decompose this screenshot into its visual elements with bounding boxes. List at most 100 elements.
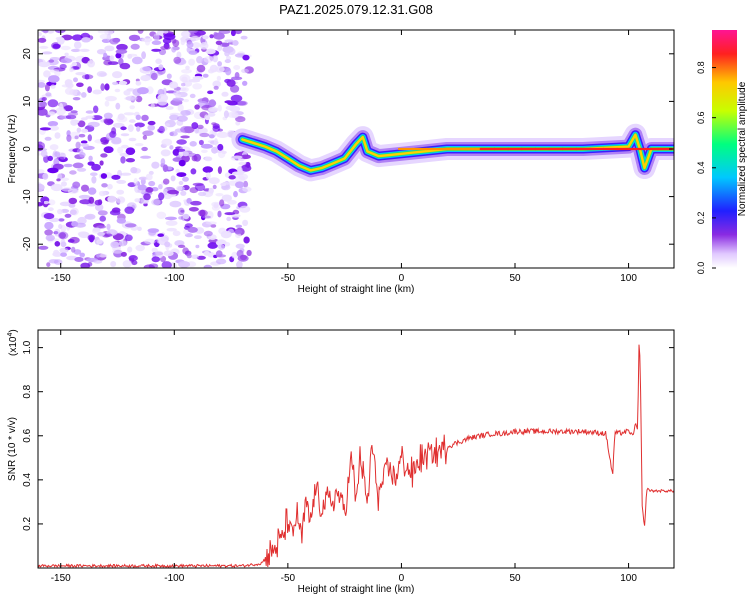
noise-speckle (217, 143, 224, 151)
snr-series-line (38, 344, 674, 568)
noise-speckle (210, 224, 217, 228)
noise-speckle (239, 205, 251, 213)
noise-speckle (85, 115, 95, 119)
noise-speckle (212, 80, 221, 88)
noise-speckle (233, 65, 241, 70)
noise-speckle (205, 172, 211, 180)
noise-speckle (167, 189, 180, 195)
noise-speckle (178, 159, 186, 167)
noise-speckle (118, 80, 128, 86)
noise-speckle (60, 252, 67, 257)
noise-speckle (200, 143, 213, 149)
noise-speckle (47, 99, 59, 108)
noise-speckle (242, 219, 249, 227)
noise-speckle (96, 253, 101, 258)
noise-speckle (230, 94, 243, 103)
noise-speckle (189, 93, 196, 99)
noise-speckle (99, 160, 104, 166)
noise-speckle (74, 257, 84, 262)
noise-speckle (176, 185, 183, 192)
noise-speckle (157, 233, 164, 237)
noise-speckle (203, 56, 214, 63)
noise-speckle (215, 258, 227, 265)
noise-speckle (189, 141, 197, 147)
noise-speckle (208, 187, 214, 194)
noise-speckle (110, 241, 119, 249)
noise-speckle (242, 54, 250, 61)
noise-speckle (113, 122, 125, 128)
noise-speckle (147, 120, 156, 126)
noise-speckle (181, 82, 186, 87)
noise-speckle (162, 164, 169, 172)
noise-speckle (211, 122, 217, 126)
noise-speckle (235, 243, 245, 249)
noise-speckle (96, 239, 103, 245)
noise-speckle (181, 76, 188, 83)
noise-speckle (169, 114, 179, 121)
noise-speckle (124, 223, 137, 228)
noise-speckle (154, 250, 164, 259)
noise-speckle (180, 39, 185, 46)
noise-speckle (88, 155, 93, 162)
noise-speckle (207, 112, 216, 117)
noise-speckle (173, 56, 182, 64)
noise-speckle (49, 69, 60, 73)
noise-speckle (137, 184, 147, 191)
noise-speckle (243, 236, 250, 244)
noise-speckle (226, 216, 232, 222)
noise-speckle (81, 92, 87, 98)
noise-speckle (198, 139, 204, 146)
noise-speckle (111, 207, 121, 213)
noise-speckle (120, 126, 127, 131)
noise-speckle (50, 84, 56, 89)
noise-speckle (163, 250, 174, 257)
noise-speckle (79, 252, 85, 258)
noise-speckle (240, 254, 247, 261)
noise-speckle (214, 138, 218, 146)
noise-speckle (87, 134, 93, 142)
noise-speckle (109, 55, 115, 62)
noise-speckle (38, 37, 47, 43)
noise-speckle (87, 121, 100, 128)
noise-speckle (79, 199, 92, 205)
noise-speckle (71, 246, 76, 253)
noise-speckle (160, 149, 171, 157)
noise-speckle (47, 121, 59, 127)
noise-speckle (181, 30, 191, 38)
noise-speckle (69, 67, 74, 73)
noise-speckle (141, 51, 147, 60)
noise-speckle (38, 31, 42, 37)
noise-speckle (109, 38, 119, 45)
noise-speckle (77, 167, 87, 172)
noise-speckle (116, 179, 127, 184)
noise-speckle (123, 112, 135, 116)
noise-speckle (77, 216, 87, 225)
noise-speckle (127, 246, 133, 253)
noise-speckle (233, 190, 238, 198)
noise-speckle (198, 191, 207, 197)
noise-speckle (131, 260, 138, 266)
noise-speckle (116, 217, 127, 224)
noise-speckle (223, 110, 229, 119)
noise-speckle (79, 48, 90, 53)
noise-speckle (242, 80, 248, 86)
noise-speckle (160, 45, 171, 50)
noise-speckle (71, 48, 80, 53)
noise-region (38, 30, 254, 268)
noise-speckle (221, 91, 229, 97)
noise-speckle (76, 127, 82, 133)
noise-speckle (135, 114, 141, 121)
noise-speckle (202, 73, 209, 78)
spectrogram-x-axis: -150 -100 -50 0 50 100 (51, 30, 637, 284)
noise-speckle (133, 177, 138, 186)
noise-speckle (100, 173, 108, 179)
noise-speckle (125, 158, 135, 163)
noise-speckle (59, 201, 72, 207)
noise-speckle (140, 155, 152, 159)
noise-speckle (67, 112, 79, 116)
noise-speckle (94, 199, 103, 206)
noise-speckle (38, 79, 45, 84)
noise-speckle (64, 213, 72, 218)
noise-speckle (218, 244, 225, 250)
noise-speckle (48, 207, 54, 212)
